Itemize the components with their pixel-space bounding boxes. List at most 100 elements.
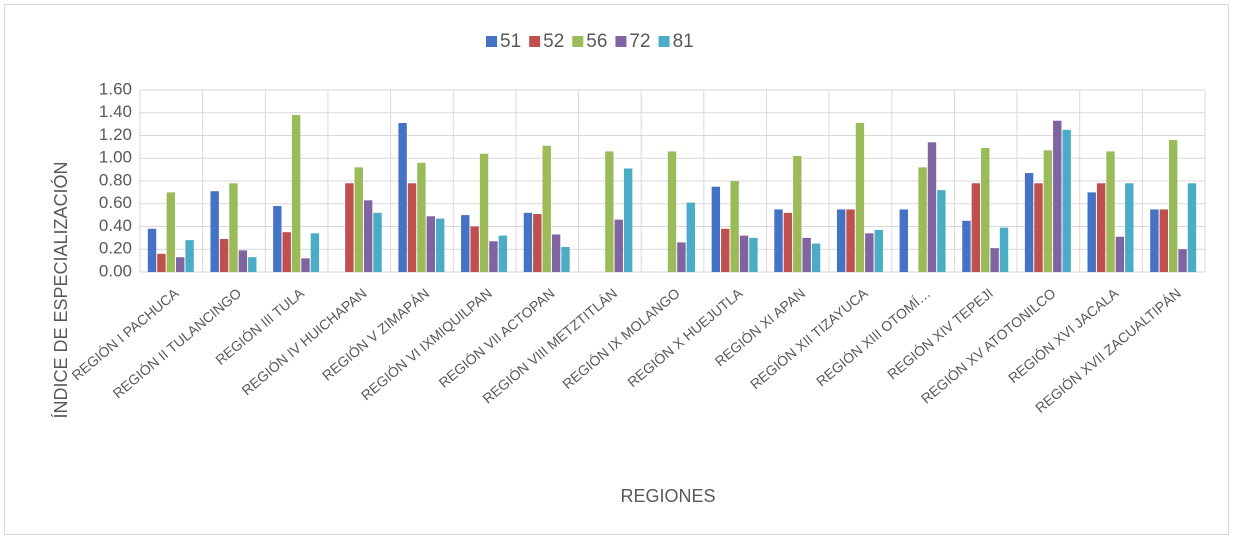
legend-swatch bbox=[615, 36, 627, 47]
bar bbox=[229, 183, 238, 272]
bar bbox=[489, 241, 498, 272]
bar bbox=[1034, 183, 1043, 272]
bar bbox=[363, 200, 373, 272]
bar bbox=[238, 250, 248, 272]
bar bbox=[1053, 120, 1062, 273]
y-tick-label: 0.40 bbox=[99, 216, 132, 235]
bar bbox=[962, 220, 971, 272]
bar bbox=[614, 219, 623, 272]
bar bbox=[551, 234, 561, 272]
y-tick-label: 0.80 bbox=[99, 170, 132, 189]
bar bbox=[999, 227, 1009, 272]
y-tick-label: 0.00 bbox=[99, 261, 132, 280]
y-tick-label: 1.40 bbox=[99, 102, 132, 121]
bar bbox=[865, 233, 874, 272]
legend-label: 52 bbox=[543, 31, 564, 52]
bar bbox=[1043, 150, 1053, 272]
bar bbox=[282, 232, 291, 272]
bar bbox=[802, 237, 811, 272]
y-tick-label: 1.20 bbox=[99, 125, 132, 144]
bar bbox=[561, 246, 570, 272]
bar bbox=[157, 253, 166, 272]
bar bbox=[937, 190, 946, 272]
bar bbox=[623, 168, 633, 272]
legend-swatch bbox=[658, 36, 670, 47]
legend-swatch bbox=[529, 36, 541, 47]
bar bbox=[533, 213, 542, 272]
bar bbox=[479, 153, 489, 272]
bar bbox=[1087, 192, 1096, 272]
bar bbox=[354, 167, 363, 272]
bar bbox=[461, 215, 470, 272]
bar bbox=[605, 151, 614, 272]
bar bbox=[855, 122, 865, 272]
legend-swatch bbox=[572, 36, 584, 47]
legend-label: 81 bbox=[673, 31, 694, 52]
bar bbox=[927, 142, 937, 272]
bar bbox=[749, 237, 758, 272]
bar bbox=[739, 235, 749, 272]
bar bbox=[667, 151, 677, 272]
bar bbox=[774, 209, 783, 272]
bar bbox=[1096, 183, 1106, 272]
bar bbox=[918, 167, 927, 272]
bar bbox=[407, 183, 417, 272]
y-tick-label: 0.60 bbox=[99, 193, 132, 212]
bar bbox=[1187, 183, 1197, 272]
y-tick-label: 0.20 bbox=[99, 239, 132, 258]
bar bbox=[874, 229, 883, 272]
bar bbox=[730, 181, 739, 272]
bar bbox=[542, 145, 551, 272]
bar bbox=[273, 206, 282, 272]
legend-swatch bbox=[486, 36, 497, 47]
bar bbox=[398, 122, 407, 272]
bar bbox=[783, 212, 793, 272]
bar bbox=[185, 240, 194, 272]
bar bbox=[1150, 209, 1159, 272]
bar bbox=[686, 202, 695, 272]
bar bbox=[523, 212, 533, 272]
bar bbox=[836, 209, 846, 272]
bar bbox=[1168, 140, 1178, 272]
bar bbox=[219, 239, 229, 272]
y-tick-label: 1.00 bbox=[99, 148, 132, 167]
legend-label: 72 bbox=[629, 31, 650, 52]
bar bbox=[248, 257, 257, 272]
bar bbox=[310, 233, 320, 272]
bar bbox=[291, 115, 301, 273]
bar bbox=[1125, 183, 1134, 272]
bar bbox=[147, 228, 157, 272]
bar bbox=[990, 248, 999, 272]
y-tick-label: 1.60 bbox=[99, 79, 132, 98]
bar bbox=[301, 258, 310, 272]
bar bbox=[899, 209, 908, 272]
bar bbox=[1178, 249, 1187, 272]
bar bbox=[210, 191, 219, 272]
bar bbox=[426, 216, 436, 272]
x-axis-title: REGIONES bbox=[620, 486, 715, 506]
y-axis-title: ÍNDICE DE ESPECIALIZACIÓN bbox=[50, 161, 71, 418]
bar bbox=[436, 218, 445, 272]
bar bbox=[1024, 173, 1034, 272]
bar bbox=[721, 228, 730, 272]
bar bbox=[1062, 129, 1071, 272]
bar bbox=[1115, 236, 1125, 272]
legend-label: 56 bbox=[586, 31, 607, 52]
bar bbox=[166, 192, 176, 272]
bar bbox=[345, 183, 354, 272]
bar bbox=[971, 183, 981, 272]
bar bbox=[498, 235, 508, 272]
bar bbox=[1106, 151, 1115, 272]
bar bbox=[981, 148, 990, 272]
bar bbox=[793, 155, 802, 272]
bar bbox=[417, 162, 426, 272]
bar bbox=[677, 242, 686, 272]
legend-label: 51 bbox=[500, 31, 521, 52]
bar bbox=[373, 212, 382, 272]
bar bbox=[1159, 209, 1168, 272]
bar bbox=[176, 257, 185, 272]
bar bbox=[811, 243, 821, 272]
bar bbox=[846, 209, 855, 272]
bar bbox=[711, 186, 721, 272]
